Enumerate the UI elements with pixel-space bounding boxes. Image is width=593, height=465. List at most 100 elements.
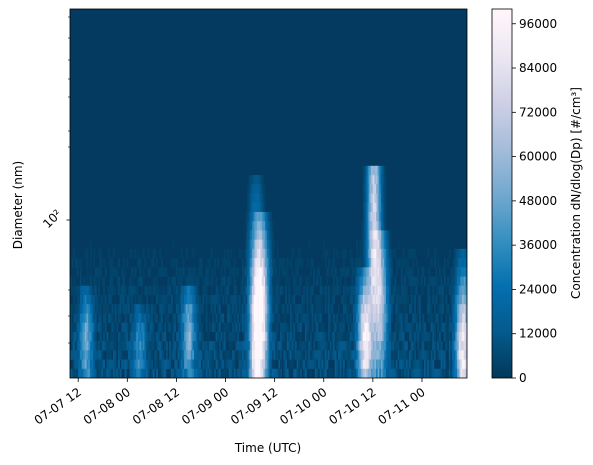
heatmap-cell bbox=[175, 285, 178, 296]
heatmap-cell bbox=[339, 276, 342, 287]
heatmap-cell bbox=[98, 350, 101, 360]
heatmap-cell bbox=[326, 350, 329, 360]
heatmap-cell bbox=[260, 294, 263, 305]
heatmap-cell bbox=[294, 285, 297, 296]
heatmap-cell bbox=[326, 248, 329, 259]
heatmap-cell bbox=[113, 331, 115, 342]
heatmap-cell bbox=[124, 341, 127, 351]
heatmap-cell bbox=[397, 322, 400, 333]
heatmap-cell bbox=[169, 350, 172, 360]
heatmap-cell bbox=[283, 313, 286, 323]
heatmap-cell bbox=[271, 322, 274, 333]
heatmap-cell bbox=[371, 267, 374, 277]
heatmap-cell bbox=[410, 304, 413, 314]
heatmap-cell bbox=[177, 267, 180, 277]
heatmap-cell bbox=[359, 294, 362, 305]
heatmap-cell bbox=[184, 341, 187, 351]
heatmap-cell bbox=[240, 341, 243, 351]
heatmap-cell bbox=[242, 313, 244, 323]
heatmap-cell bbox=[382, 331, 385, 342]
heatmap-cell bbox=[438, 267, 441, 277]
heatmap-cell bbox=[184, 322, 187, 333]
heatmap-cell bbox=[156, 331, 158, 342]
heatmap-cell bbox=[185, 248, 188, 259]
heatmap-cell bbox=[207, 359, 210, 370]
heatmap-cell bbox=[91, 341, 94, 351]
heatmap-cell bbox=[333, 322, 335, 333]
heatmap-cell bbox=[245, 359, 248, 370]
heatmap-cell bbox=[71, 350, 74, 360]
heatmap-cell bbox=[364, 359, 367, 370]
heatmap-cell bbox=[260, 184, 263, 194]
heatmap-cell bbox=[423, 276, 426, 287]
heatmap-cell bbox=[420, 359, 423, 370]
heatmap-cell bbox=[248, 211, 251, 222]
heatmap-cell bbox=[258, 230, 261, 240]
heatmap-cell bbox=[460, 258, 463, 268]
heatmap-cell bbox=[172, 341, 175, 351]
heatmap-cell bbox=[83, 368, 86, 378]
heatmap-cell bbox=[129, 322, 132, 333]
heatmap-cell bbox=[205, 276, 208, 287]
heatmap-cell bbox=[235, 322, 238, 333]
heatmap-cell bbox=[422, 285, 425, 296]
heatmap-cell bbox=[94, 294, 97, 305]
heatmap-cell bbox=[364, 322, 367, 333]
heatmap-cell bbox=[298, 341, 301, 351]
heatmap-cell bbox=[253, 331, 256, 342]
heatmap-cell bbox=[258, 221, 261, 231]
heatmap-cell bbox=[380, 313, 383, 323]
heatmap-cell bbox=[387, 294, 390, 305]
heatmap-cell bbox=[134, 368, 137, 378]
heatmap-cell bbox=[258, 175, 261, 185]
heatmap-cell bbox=[352, 331, 355, 342]
heatmap-cell bbox=[164, 267, 167, 277]
heatmap-cell bbox=[445, 294, 448, 305]
heatmap-cell bbox=[400, 359, 403, 370]
heatmap-cell bbox=[433, 322, 436, 333]
heatmap-cell bbox=[94, 276, 97, 287]
heatmap-cell bbox=[296, 359, 299, 370]
heatmap-cell bbox=[114, 331, 117, 342]
heatmap-cell bbox=[111, 313, 114, 323]
heatmap-cell bbox=[405, 341, 408, 351]
heatmap-cell bbox=[283, 341, 286, 351]
heatmap-cell bbox=[251, 221, 254, 231]
heatmap-cell bbox=[414, 294, 417, 305]
heatmap-cell bbox=[250, 230, 253, 240]
heatmap-cell bbox=[233, 322, 236, 333]
heatmap-cell bbox=[333, 350, 335, 360]
heatmap-cell bbox=[463, 267, 466, 277]
heatmap-cell bbox=[275, 322, 278, 333]
heatmap-cell bbox=[98, 322, 101, 333]
heatmap-cell bbox=[227, 313, 230, 323]
heatmap-cell bbox=[242, 294, 244, 305]
heatmap-cell bbox=[448, 322, 451, 333]
heatmap-cell bbox=[285, 350, 287, 360]
heatmap-cell bbox=[410, 248, 413, 259]
heatmap-cell bbox=[205, 313, 208, 323]
heatmap-cell bbox=[261, 248, 264, 259]
heatmap-cell bbox=[362, 239, 365, 250]
heatmap-cell bbox=[460, 350, 463, 360]
heatmap-cell bbox=[453, 248, 456, 259]
heatmap-cell bbox=[127, 304, 130, 314]
heatmap-cell bbox=[283, 258, 286, 268]
heatmap-cell bbox=[263, 193, 266, 204]
heatmap-cell bbox=[271, 221, 274, 231]
heatmap-cell bbox=[202, 350, 205, 360]
heatmap-cell bbox=[182, 331, 185, 342]
heatmap-cell bbox=[339, 359, 342, 370]
heatmap-cell bbox=[160, 341, 163, 351]
heatmap-cell bbox=[382, 276, 385, 287]
heatmap-cell bbox=[404, 276, 407, 287]
heatmap-cell bbox=[372, 322, 375, 333]
heatmap-cell bbox=[367, 322, 370, 333]
heatmap-cell bbox=[109, 313, 112, 323]
heatmap-cell bbox=[141, 294, 144, 305]
colorbar-tick-label: 60000 bbox=[519, 150, 557, 164]
heatmap-cell bbox=[223, 276, 226, 287]
heatmap-cell bbox=[108, 304, 110, 314]
heatmap-cell bbox=[314, 322, 317, 333]
heatmap-cell bbox=[314, 350, 317, 360]
